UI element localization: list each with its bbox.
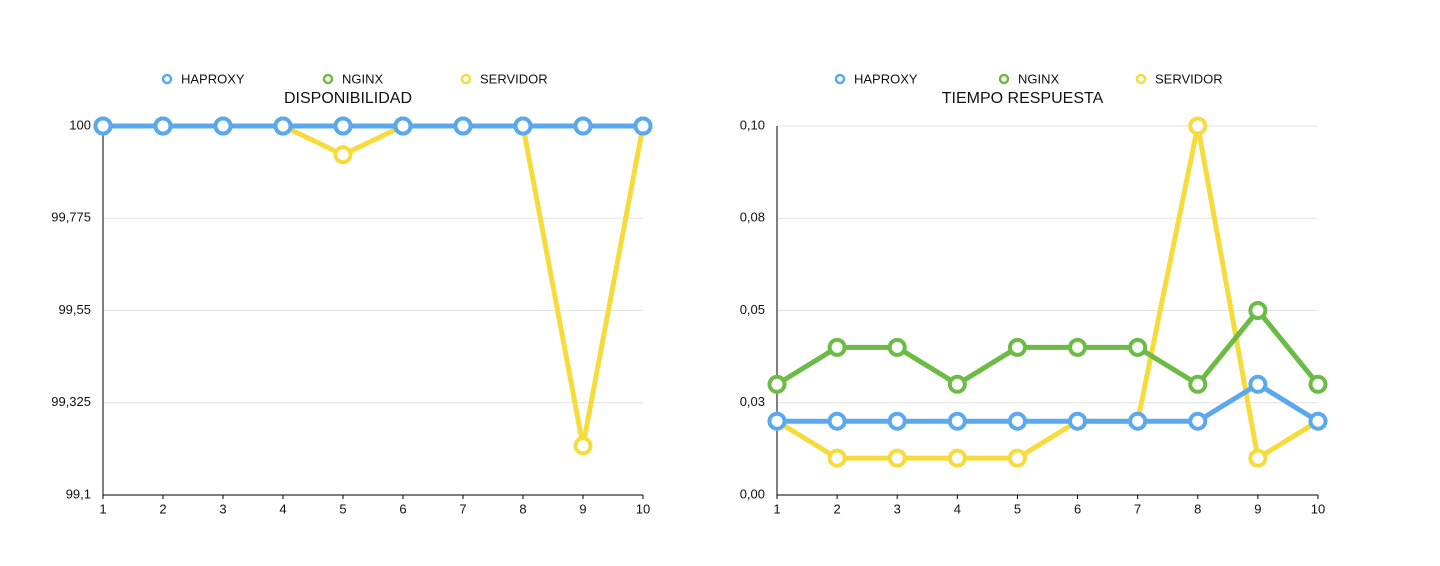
x-tick-label: 9	[579, 501, 586, 516]
x-tick-label: 1	[99, 501, 106, 516]
x-tick-label: 5	[1014, 501, 1021, 516]
y-tick-label: 99,1	[66, 486, 91, 501]
x-tick-label: 7	[1134, 501, 1141, 516]
point	[573, 116, 593, 136]
point	[887, 411, 907, 431]
point	[827, 448, 847, 468]
x-tick-label: 2	[159, 501, 166, 516]
legend-label: HAPROXY	[181, 71, 245, 86]
point	[1308, 411, 1328, 431]
legend-marker	[834, 73, 846, 85]
point	[767, 411, 787, 431]
x-tick-label: 4	[279, 501, 286, 516]
point	[513, 116, 533, 136]
point	[827, 411, 847, 431]
x-tick-label: 8	[519, 501, 526, 516]
point	[1188, 374, 1208, 394]
point	[1068, 337, 1088, 357]
point	[947, 411, 967, 431]
y-tick-label: 0,00	[740, 486, 765, 501]
point	[213, 116, 233, 136]
x-tick-label: 3	[894, 501, 901, 516]
point	[1248, 301, 1268, 320]
legend-marker	[161, 73, 173, 85]
point	[767, 374, 787, 394]
x-tick-label: 4	[954, 501, 961, 516]
point	[633, 116, 653, 136]
x-tick-label: 2	[833, 501, 840, 516]
y-tick-label: 0,03	[740, 394, 765, 409]
point	[93, 116, 113, 136]
point	[1188, 116, 1208, 136]
y-tick-label: 99,55	[58, 302, 91, 317]
point	[573, 436, 593, 456]
point	[273, 116, 293, 136]
y-tick-label: 100	[69, 117, 91, 132]
x-tick-label: 6	[399, 501, 406, 516]
legend-marker	[1135, 73, 1147, 85]
point	[1007, 448, 1027, 468]
legend-label: SERVIDOR	[480, 71, 548, 86]
point	[1128, 411, 1148, 431]
x-tick-label: 7	[459, 501, 466, 516]
legend-marker	[322, 73, 334, 85]
legend-label: NGINX	[1018, 71, 1060, 86]
y-tick-label: 0,10	[740, 117, 765, 132]
legend-label: SERVIDOR	[1155, 71, 1223, 86]
x-tick-label: 3	[219, 501, 226, 516]
y-tick-label: 99,775	[51, 210, 91, 225]
y-tick-label: 0,08	[740, 210, 765, 225]
point	[1188, 411, 1208, 431]
point	[1128, 337, 1148, 357]
y-tick-label: 0,05	[740, 302, 765, 317]
series-line	[775, 123, 1320, 461]
point	[1248, 448, 1268, 468]
x-tick-label: 10	[1311, 501, 1325, 516]
point	[947, 448, 967, 468]
series-line	[103, 123, 646, 449]
point	[887, 337, 907, 357]
x-tick-label: 9	[1254, 501, 1261, 516]
chart-title: DISPONIBILIDAD	[284, 90, 412, 107]
y-tick-label: 99,325	[51, 394, 91, 409]
x-tick-label: 1	[773, 501, 780, 516]
chart-title: TIEMPO RESPUESTA	[942, 90, 1104, 107]
legend-marker	[998, 73, 1010, 85]
point	[393, 116, 413, 136]
series-line	[777, 381, 1320, 424]
x-tick-label: 10	[636, 501, 650, 516]
point	[1007, 411, 1027, 431]
point	[1068, 411, 1088, 431]
point	[827, 337, 847, 357]
series-line	[775, 308, 1320, 387]
point	[333, 145, 353, 165]
legend-marker	[460, 73, 472, 85]
legend-label: HAPROXY	[854, 71, 918, 86]
point	[1308, 374, 1328, 394]
x-tick-label: 8	[1194, 501, 1201, 516]
legend-label: NGINX	[342, 71, 384, 86]
point	[1248, 374, 1268, 394]
point	[1007, 337, 1027, 357]
point	[887, 448, 907, 468]
point	[333, 116, 353, 136]
point	[153, 116, 173, 136]
x-tick-label: 5	[339, 501, 346, 516]
point	[947, 374, 967, 394]
x-tick-label: 6	[1074, 501, 1081, 516]
point	[453, 116, 473, 136]
